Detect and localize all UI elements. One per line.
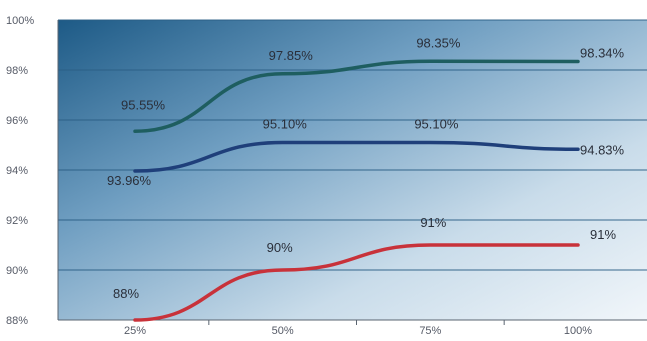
y-tick-label: 88% xyxy=(6,315,28,327)
data-labels: 95.55% 97.85% 98.35% 98.34% 93.96% 95.10% 95.1… xyxy=(107,35,625,301)
data-label: 88% xyxy=(113,286,139,301)
data-label: 93.96% xyxy=(107,173,152,188)
y-tick-label: 96% xyxy=(6,115,28,127)
data-label: 98.35% xyxy=(416,35,461,50)
series-line-2 xyxy=(133,140,580,173)
x-tick-label: 100% xyxy=(564,325,592,337)
data-label: 97.85% xyxy=(269,48,314,63)
x-tick-label: 75% xyxy=(419,325,441,337)
data-label: 91% xyxy=(590,227,616,242)
data-label: 98.34% xyxy=(580,46,625,61)
series-lines xyxy=(133,59,580,322)
data-label: 90% xyxy=(267,240,293,255)
x-tick-label: 50% xyxy=(272,325,294,337)
series-line-1 xyxy=(133,59,580,133)
series-line-3 xyxy=(133,243,580,322)
y-tick-label: 90% xyxy=(6,265,28,277)
data-label: 94.83% xyxy=(580,142,625,157)
y-axis: 88% 90% 92% 94% 96% 98% 100% xyxy=(6,15,59,327)
y-tick-label: 94% xyxy=(6,165,28,177)
y-tick-label: 98% xyxy=(6,65,28,77)
data-label: 95.10% xyxy=(414,117,459,132)
x-tick-label: 25% xyxy=(124,325,146,337)
data-label: 95.55% xyxy=(121,97,166,112)
data-label: 95.10% xyxy=(263,117,308,132)
x-axis: 25% 50% 75% 100% xyxy=(58,319,647,337)
y-tick-label: 92% xyxy=(6,215,28,227)
data-label: 91% xyxy=(420,215,446,230)
y-tick-label: 100% xyxy=(6,15,34,27)
